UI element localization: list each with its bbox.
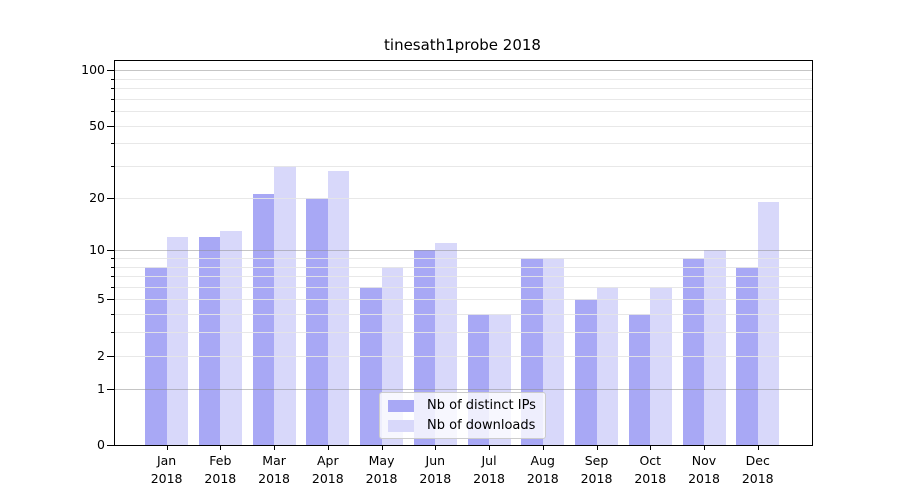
x-tick-feb <box>220 445 222 450</box>
gridline-minor-40 <box>115 143 812 145</box>
plot-area: Nb of distinct IPs Nb of downloads 0 1 2 5 1… <box>81 60 813 486</box>
bar-oct-distinct-ips <box>628 314 651 445</box>
legend-label-downloads: Nb of downloads <box>427 418 536 433</box>
gridline-minor-90 <box>115 78 812 80</box>
x-tick-label-jan: Jan 2018 <box>150 453 183 487</box>
gridline-minor-4 <box>115 314 812 316</box>
x-tick-aug <box>542 445 544 450</box>
y-tick-10 <box>107 250 114 252</box>
x-tick-nov <box>704 445 705 450</box>
y-tick-label-0: 0 <box>97 437 105 452</box>
y-tick-label-10: 10 <box>89 242 105 258</box>
y-tick-label-2: 2 <box>97 347 105 363</box>
gridline-100 <box>115 70 812 72</box>
x-tick-label-oct: Oct 2018 <box>634 453 667 487</box>
x-tick-may <box>381 445 383 450</box>
bar-dec-downloads <box>757 201 780 445</box>
gridline-minor-8 <box>115 266 812 268</box>
x-tick-label-nov: Nov 2018 <box>688 453 720 487</box>
bar-jan-downloads <box>166 236 189 445</box>
x-tick-sep <box>596 445 598 450</box>
x-tick-label-dec: Dec 2018 <box>741 453 774 487</box>
x-tick-jun <box>435 445 437 450</box>
y-minor-tick-30 <box>111 166 114 168</box>
y-minor-tick-7 <box>111 276 114 278</box>
bar-nov-distinct-ips <box>682 257 704 445</box>
x-tick-label-apr: Apr 2018 <box>311 453 344 487</box>
y-tick-0 <box>107 445 114 446</box>
y-tick-label-50: 50 <box>89 117 105 133</box>
legend-swatch-distinct-ips <box>388 399 414 412</box>
y-minor-tick-8 <box>111 266 114 268</box>
gridline-5 <box>115 299 812 301</box>
x-tick-dec <box>757 445 759 450</box>
bar-feb-downloads <box>220 230 242 445</box>
gridline-minor-6 <box>115 286 812 288</box>
x-tick-label-mar: Mar 2018 <box>258 453 290 487</box>
y-minor-tick-70 <box>111 98 114 100</box>
x-tick-label-may: May 2018 <box>365 453 398 487</box>
bar-apr-downloads <box>327 171 350 445</box>
bar-oct-downloads <box>650 286 672 445</box>
gridline-minor-60 <box>115 111 812 113</box>
x-tick-apr <box>327 445 329 450</box>
y-tick-50 <box>107 125 114 127</box>
y-minor-tick-40 <box>111 143 114 145</box>
y-tick-label-20: 20 <box>89 189 105 205</box>
gridline-50 <box>115 125 812 127</box>
y-tick-label-100: 100 <box>81 62 105 78</box>
x-tick-label-sep: Sep 2018 <box>580 453 613 487</box>
gridline-10 <box>115 250 812 252</box>
x-tick-label-jul: Jul 2018 <box>473 453 505 487</box>
y-tick-5 <box>107 299 114 301</box>
bar-aug-downloads <box>542 257 565 445</box>
legend-item-distinct-ips: Nb of distinct IPs <box>380 398 545 413</box>
y-minor-tick-6 <box>111 286 114 288</box>
gridline-minor-7 <box>115 276 812 278</box>
gridline-20 <box>115 197 812 199</box>
y-tick-1 <box>107 388 114 390</box>
y-tick-label-5: 5 <box>97 291 105 307</box>
x-tick-jan <box>166 445 168 450</box>
y-minor-tick-60 <box>111 111 114 113</box>
legend-label-distinct-ips: Nb of distinct IPs <box>427 398 536 413</box>
x-tick-oct <box>650 445 652 450</box>
bar-may-distinct-ips <box>360 286 382 445</box>
x-tick-jul <box>489 445 491 450</box>
gridline-minor-30 <box>115 166 812 168</box>
legend-item-downloads: Nb of downloads <box>380 418 545 433</box>
y-minor-tick-9 <box>111 257 114 259</box>
y-tick-20 <box>107 197 114 199</box>
gridline-minor-70 <box>115 98 812 100</box>
y-minor-tick-3 <box>111 332 114 334</box>
legend: Nb of distinct IPs Nb of downloads <box>379 392 546 439</box>
gridline-minor-80 <box>115 88 812 90</box>
gridline-1 <box>115 388 812 390</box>
bar-feb-distinct-ips <box>198 236 221 445</box>
bar-sep-distinct-ips <box>575 299 597 445</box>
y-tick-2 <box>107 355 114 357</box>
y-tick-label-1: 1 <box>97 380 105 396</box>
x-tick-mar <box>274 445 276 450</box>
bar-mar-downloads <box>274 166 296 445</box>
y-minor-tick-80 <box>111 88 114 90</box>
y-minor-tick-90 <box>111 78 114 80</box>
gridline-minor-9 <box>115 257 812 259</box>
y-minor-tick-4 <box>111 314 114 316</box>
bar-nov-downloads <box>704 250 726 445</box>
x-tick-label-jun: Jun 2018 <box>419 453 452 487</box>
legend-swatch-downloads <box>388 419 414 432</box>
x-tick-label-feb: Feb 2018 <box>204 453 237 487</box>
y-tick-100 <box>107 70 114 72</box>
x-tick-label-aug: Aug 2018 <box>526 453 559 487</box>
chart-title: tinesath1probe 2018 <box>384 36 541 54</box>
bar-apr-distinct-ips <box>306 197 328 445</box>
bar-mar-distinct-ips <box>252 193 275 445</box>
gridline-minor-3 <box>115 332 812 334</box>
gridline-2 <box>115 355 812 357</box>
bar-sep-downloads <box>596 286 619 445</box>
